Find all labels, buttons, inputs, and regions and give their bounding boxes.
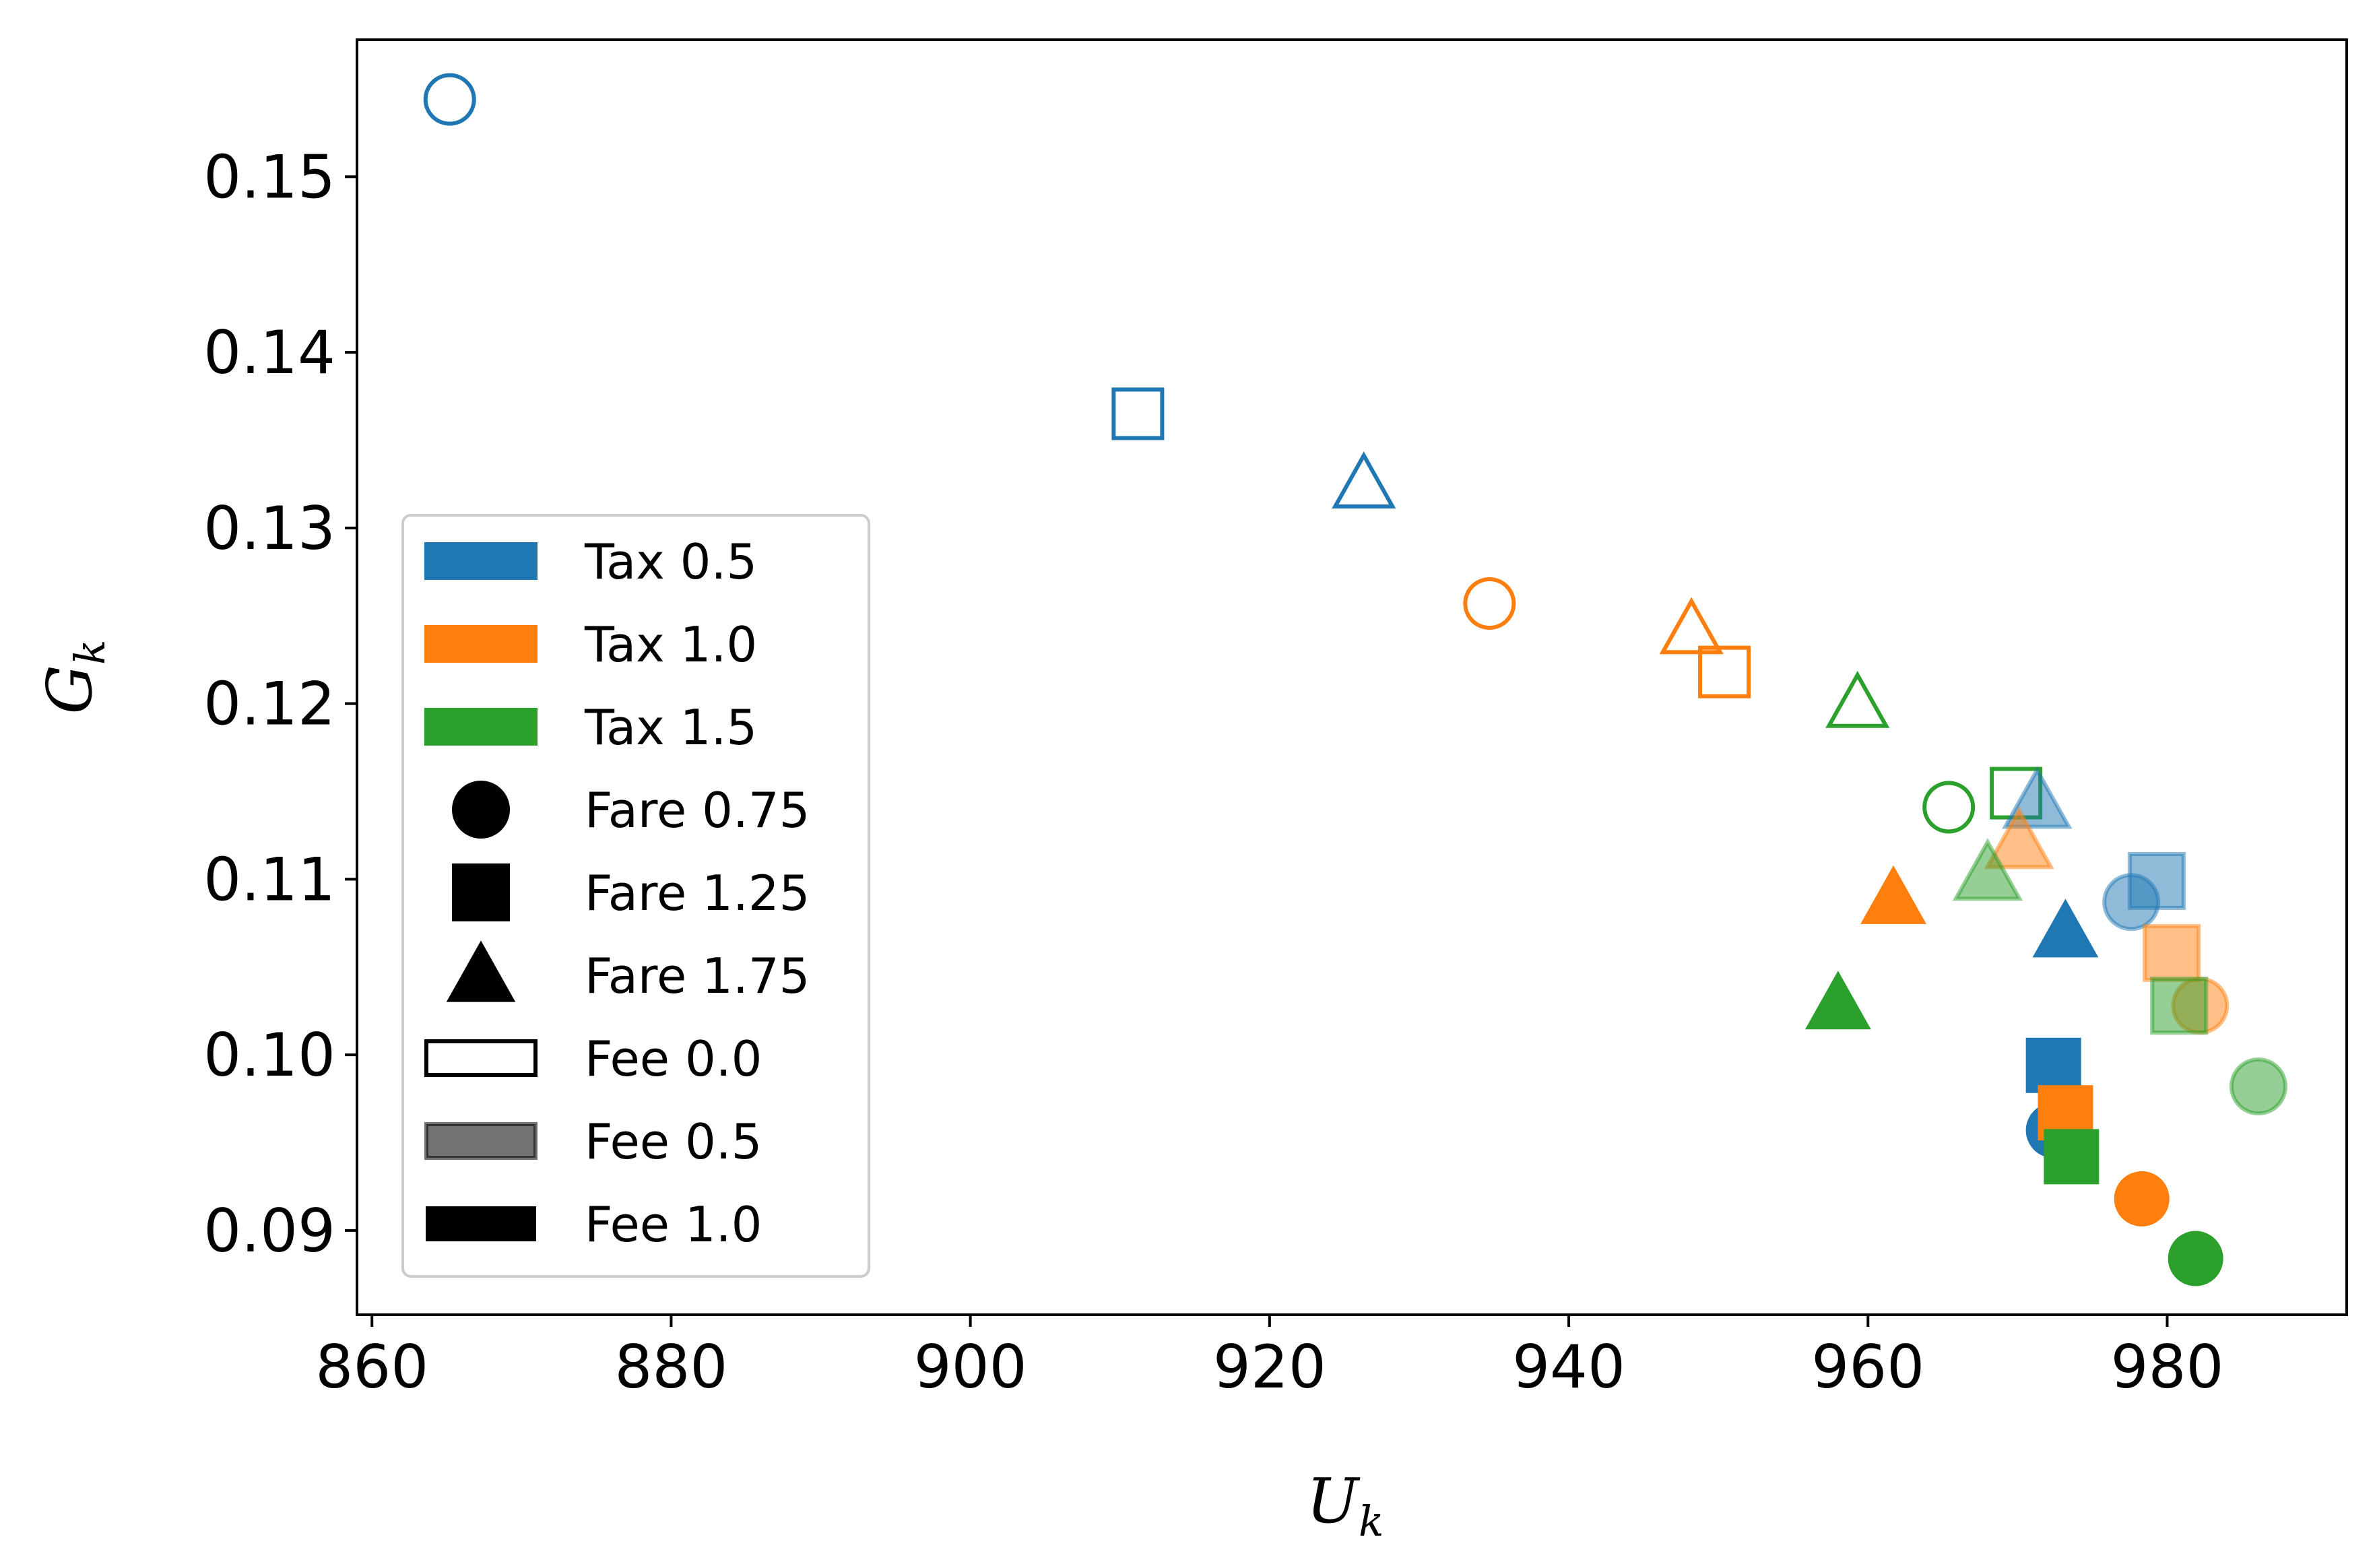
point-tax-1-5-fare-1-25-fee-0-5 xyxy=(2150,977,2209,1035)
legend-swatch-fee-0-5 xyxy=(424,1122,538,1160)
legend-swatch-tax-1-5 xyxy=(424,708,538,746)
x-tick-label: 860 xyxy=(315,1332,428,1402)
x-axis: 860 880 900 920 940 960 980 xyxy=(315,1315,2223,1402)
legend-label-fare-1-75: Fare 1.75 xyxy=(585,948,810,1004)
point-tax-1-0-fare-1-75-fee-0-0 xyxy=(1659,597,1724,655)
y-axis-label-subscript: k xyxy=(65,639,115,665)
point-tax-1-0-fare-1-75-fee-1-0 xyxy=(1860,865,1926,924)
y-tick-label: 0.09 xyxy=(203,1196,335,1266)
x-axis-label-main: U xyxy=(1306,1465,1361,1537)
legend-label-tax-0-5: Tax 0.5 xyxy=(584,533,757,590)
point-tax-1-5-fare-1-25-fee-1-0 xyxy=(2044,1129,2100,1185)
legend-swatch-fee-0-0 xyxy=(424,1039,538,1077)
x-tick-label: 980 xyxy=(2110,1332,2223,1402)
point-tax-1-5-fare-1-75-fee-1-0 xyxy=(1804,971,1871,1030)
legend-label-fee-0-0: Fee 0.0 xyxy=(585,1031,762,1087)
point-tax-1-5-fare-0-75-fee-0-0 xyxy=(1922,781,1976,834)
x-tick-label: 900 xyxy=(914,1332,1027,1402)
legend-label-fare-1-25: Fare 1.25 xyxy=(585,865,810,921)
x-tick-label: 940 xyxy=(1512,1332,1625,1402)
y-axis-label-main: G xyxy=(34,665,106,715)
y-tick-label: 0.11 xyxy=(203,845,335,914)
y-axis-label: Gk xyxy=(34,639,115,714)
point-tax-1-0-fare-0-75-fee-1-0 xyxy=(2114,1171,2170,1227)
legend-label-fee-0-5: Fee 0.5 xyxy=(585,1113,762,1170)
point-tax-0-5-fare-1-75-fee-1-0 xyxy=(2032,899,2099,958)
point-tax-1-0-fare-1-25-fee-0-5 xyxy=(2143,923,2201,982)
legend-swatch-tax-1-0 xyxy=(424,625,538,663)
legend-marker-fare-1-75 xyxy=(446,940,516,1002)
x-axis-label-subscript: k xyxy=(1359,1497,1384,1546)
legend-label-tax-1-0: Tax 1.0 xyxy=(584,616,757,673)
legend-swatch-tax-0-5 xyxy=(424,542,538,580)
point-tax-1-5-fare-1-75-fee-0-0 xyxy=(1825,671,1890,728)
y-tick-label: 0.12 xyxy=(203,669,335,739)
point-tax-1-5-fare-0-75-fee-1-0 xyxy=(2168,1231,2223,1286)
legend-label-tax-1-5: Tax 1.5 xyxy=(584,699,757,756)
x-tick-label: 960 xyxy=(1811,1332,1924,1402)
point-tax-0-5-fare-1-25-fee-1-0 xyxy=(2025,1037,2081,1093)
x-tick-label: 920 xyxy=(1213,1332,1326,1402)
y-tick-label: 0.10 xyxy=(203,1020,335,1090)
legend-marker-fare-0-75 xyxy=(452,781,510,839)
legend-items: Tax 0.5 Tax 1.0 Tax 1.5 Fare 0.75 Fare 1.25 F… xyxy=(424,533,810,1253)
point-tax-0-5-fare-1-75-fee-0-0 xyxy=(1332,451,1396,509)
data-points xyxy=(423,73,2287,1286)
y-tick-label: 0.15 xyxy=(203,142,335,211)
point-tax-1-0-fare-1-75-fee-0-5 xyxy=(1984,806,2054,870)
plot-frame xyxy=(356,38,2348,1316)
y-tick-label: 0.14 xyxy=(203,318,335,387)
x-tick-label: 880 xyxy=(614,1332,727,1402)
point-tax-1-0-fare-1-25-fee-0-0 xyxy=(1698,645,1751,698)
legend: Tax 0.5 Tax 1.0 Tax 1.5 Fare 0.75 Fare 1.25 F… xyxy=(401,514,870,1278)
point-tax-1-5-fare-1-75-fee-0-5 xyxy=(1952,838,2023,901)
point-tax-1-5-fare-0-75-fee-0-5 xyxy=(2229,1057,2287,1116)
legend-frame xyxy=(401,514,870,1278)
x-axis-label: Uk xyxy=(1306,1465,1384,1546)
y-axis: 0.09 0.10 0.11 0.12 0.13 0.14 0.15 xyxy=(203,142,357,1266)
point-tax-0-5-fare-1-25-fee-0-5 xyxy=(2127,851,2186,910)
legend-label-fare-0-75: Fare 0.75 xyxy=(585,782,810,839)
point-tax-0-5-fare-1-25-fee-0-0 xyxy=(1111,387,1165,440)
point-tax-0-5-fare-0-75-fee-0-0 xyxy=(423,73,476,126)
legend-label-fee-1-0: Fee 1.0 xyxy=(585,1196,762,1253)
legend-swatch-fee-1-0 xyxy=(426,1206,536,1241)
point-tax-1-0-fare-0-75-fee-0-0 xyxy=(1463,577,1516,630)
y-tick-label: 0.13 xyxy=(203,494,335,563)
legend-marker-fare-1-25 xyxy=(452,863,510,921)
